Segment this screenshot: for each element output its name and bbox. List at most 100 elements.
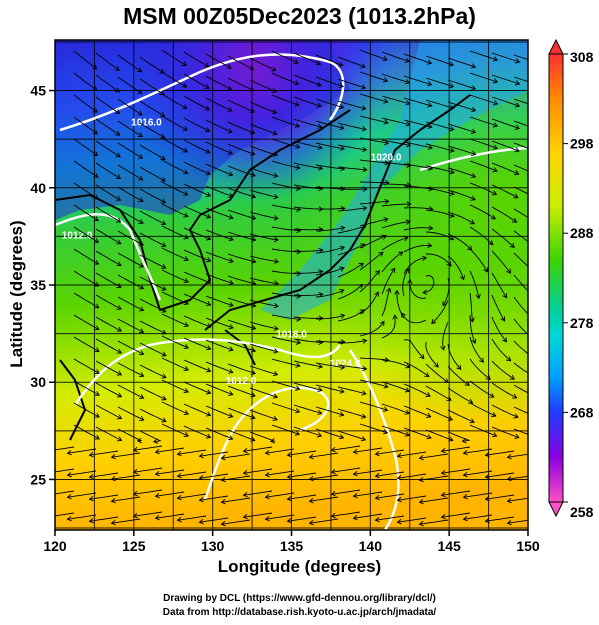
- streamline-arrowhead: [94, 325, 100, 331]
- streamline-arrowhead: [176, 451, 182, 457]
- streamline-arrowhead: [431, 318, 437, 325]
- streamline-arrowhead: [183, 169, 189, 175]
- streamline: [513, 252, 528, 268]
- streamline: [403, 97, 432, 107]
- streamline: [315, 362, 345, 369]
- streamline: [95, 228, 122, 245]
- streamline: [491, 404, 519, 418]
- streamline-arrowhead: [361, 390, 367, 396]
- y-tick-label: 40: [30, 180, 46, 196]
- streamline-arrowhead: [449, 190, 455, 196]
- streamline: [337, 386, 367, 395]
- streamline-arrowhead: [502, 337, 508, 343]
- streamline-arrowhead: [136, 67, 143, 73]
- streamline-arrowhead: [161, 373, 167, 379]
- streamline: [95, 118, 121, 136]
- streamline-arrowhead: [427, 123, 433, 129]
- streamline: [293, 316, 323, 319]
- streamline: [177, 515, 207, 521]
- streamline: [425, 209, 455, 217]
- x-tick-label: 145: [437, 538, 461, 554]
- streamline: [293, 270, 323, 274]
- streamline: [469, 50, 498, 61]
- streamline-arrowhead: [161, 242, 167, 248]
- streamline-arrowhead: [382, 429, 389, 435]
- streamline-arrowhead: [114, 65, 120, 71]
- streamline: [469, 204, 496, 220]
- streamline: [337, 56, 366, 68]
- streamline-arrowhead: [352, 493, 358, 499]
- streamline: [73, 226, 99, 243]
- streamline: [133, 445, 163, 451]
- streamline: [491, 272, 507, 299]
- streamline: [491, 360, 515, 380]
- streamline: [513, 208, 528, 218]
- x-tick-label: 135: [280, 538, 304, 554]
- streamline: [359, 357, 389, 361]
- streamline: [491, 162, 519, 175]
- streamline: [447, 167, 476, 178]
- streamline: [403, 427, 432, 439]
- streamline-arrowhead: [110, 454, 116, 460]
- streamline: [381, 51, 410, 62]
- streamline: [403, 245, 432, 253]
- streamline-arrowhead: [514, 102, 521, 108]
- streamline-arrowhead: [338, 61, 344, 67]
- streamline: [425, 385, 452, 401]
- streamline: [139, 298, 166, 313]
- streamline: [381, 268, 396, 295]
- streamline-arrowhead: [242, 514, 248, 520]
- streamline-arrowhead: [139, 350, 145, 356]
- streamline: [441, 490, 471, 496]
- streamline: [117, 98, 143, 116]
- streamline-arrowhead: [228, 192, 234, 198]
- streamline-arrowhead: [92, 86, 98, 92]
- streamline-arrowhead: [204, 84, 210, 89]
- streamline: [447, 409, 475, 423]
- streamline: [287, 450, 317, 456]
- streamline: [161, 423, 189, 437]
- streamline: [381, 95, 410, 105]
- streamline: [73, 182, 99, 200]
- streamline: [513, 340, 528, 355]
- streamline: [513, 406, 528, 414]
- streamline: [381, 139, 411, 146]
- streamline: [55, 468, 75, 473]
- streamline: [337, 225, 367, 234]
- streamline-arrowhead: [220, 499, 226, 505]
- streamline-arrowhead: [506, 498, 512, 504]
- streamline-arrowhead: [296, 227, 302, 234]
- streamline: [227, 209, 256, 220]
- streamline-arrowhead: [154, 471, 160, 477]
- streamline: [161, 137, 188, 153]
- plot-area: 1016.0 1020.0 1012.0 1016.0 1024.0 1012.0: [55, 40, 540, 530]
- streamline-arrowhead: [506, 520, 512, 526]
- streamline-arrowhead: [161, 263, 167, 269]
- x-tick-label: 150: [516, 538, 540, 554]
- streamline-arrowhead: [273, 236, 279, 243]
- streamline: [293, 293, 323, 296]
- streamline: [161, 71, 187, 88]
- streamline-arrowhead: [251, 302, 257, 308]
- streamline: [337, 207, 367, 212]
- streamline-arrowhead: [161, 329, 167, 335]
- streamline: [469, 402, 496, 417]
- streamline-arrowhead: [296, 249, 302, 255]
- streamline: [293, 404, 322, 414]
- streamline-arrowhead: [228, 279, 234, 286]
- streamline: [111, 518, 141, 524]
- streamline: [287, 516, 317, 522]
- streamline-arrowhead: [383, 139, 390, 146]
- streamline: [55, 512, 75, 517]
- streamline: [375, 493, 405, 499]
- streamline: [293, 382, 322, 391]
- streamline: [205, 405, 233, 418]
- streamline-arrowhead: [160, 176, 166, 182]
- streamline-arrowhead: [160, 111, 166, 117]
- streamline-arrowhead: [152, 438, 159, 444]
- streamline-arrowhead: [535, 196, 540, 200]
- streamline-arrowhead: [295, 362, 301, 368]
- streamline-arrowhead: [362, 365, 368, 372]
- streamline-arrowhead: [115, 109, 121, 114]
- streamline-arrowhead: [378, 251, 384, 257]
